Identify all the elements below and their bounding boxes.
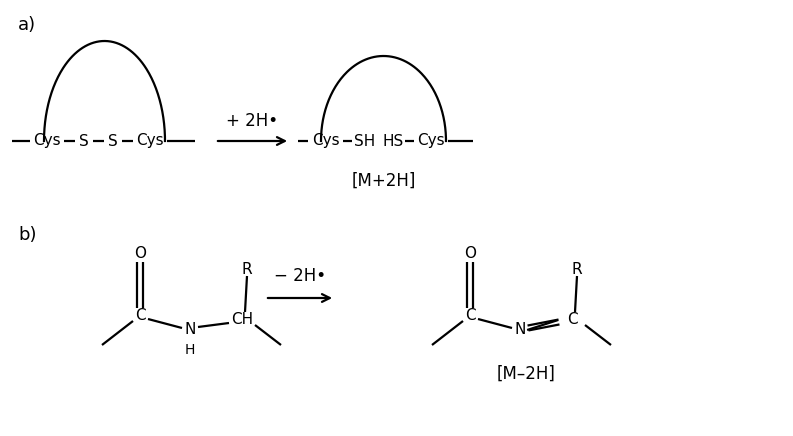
Text: b): b)	[18, 226, 36, 244]
Text: N: N	[515, 323, 526, 337]
Text: [M–2H]: [M–2H]	[496, 365, 555, 383]
Text: H: H	[185, 343, 195, 357]
Text: C: C	[135, 309, 145, 324]
Text: R: R	[242, 262, 252, 277]
Text: C: C	[567, 313, 577, 327]
Text: N: N	[184, 323, 196, 337]
Text: Cys: Cys	[33, 133, 61, 149]
Text: HS: HS	[382, 133, 404, 149]
Text: Cys: Cys	[312, 133, 340, 149]
Text: CH: CH	[231, 313, 253, 327]
Text: O: O	[134, 246, 146, 262]
Text: S: S	[79, 133, 89, 149]
Text: a): a)	[18, 16, 36, 34]
Text: O: O	[464, 246, 476, 262]
Text: + 2H•: + 2H•	[227, 112, 278, 130]
Text: Cys: Cys	[417, 133, 445, 149]
Text: C: C	[465, 309, 475, 324]
Text: R: R	[572, 262, 582, 277]
Text: S: S	[108, 133, 118, 149]
Text: [M+2H]: [M+2H]	[351, 172, 416, 190]
Text: Cys: Cys	[136, 133, 164, 149]
Text: SH: SH	[354, 133, 376, 149]
Text: − 2H•: − 2H•	[274, 267, 326, 285]
